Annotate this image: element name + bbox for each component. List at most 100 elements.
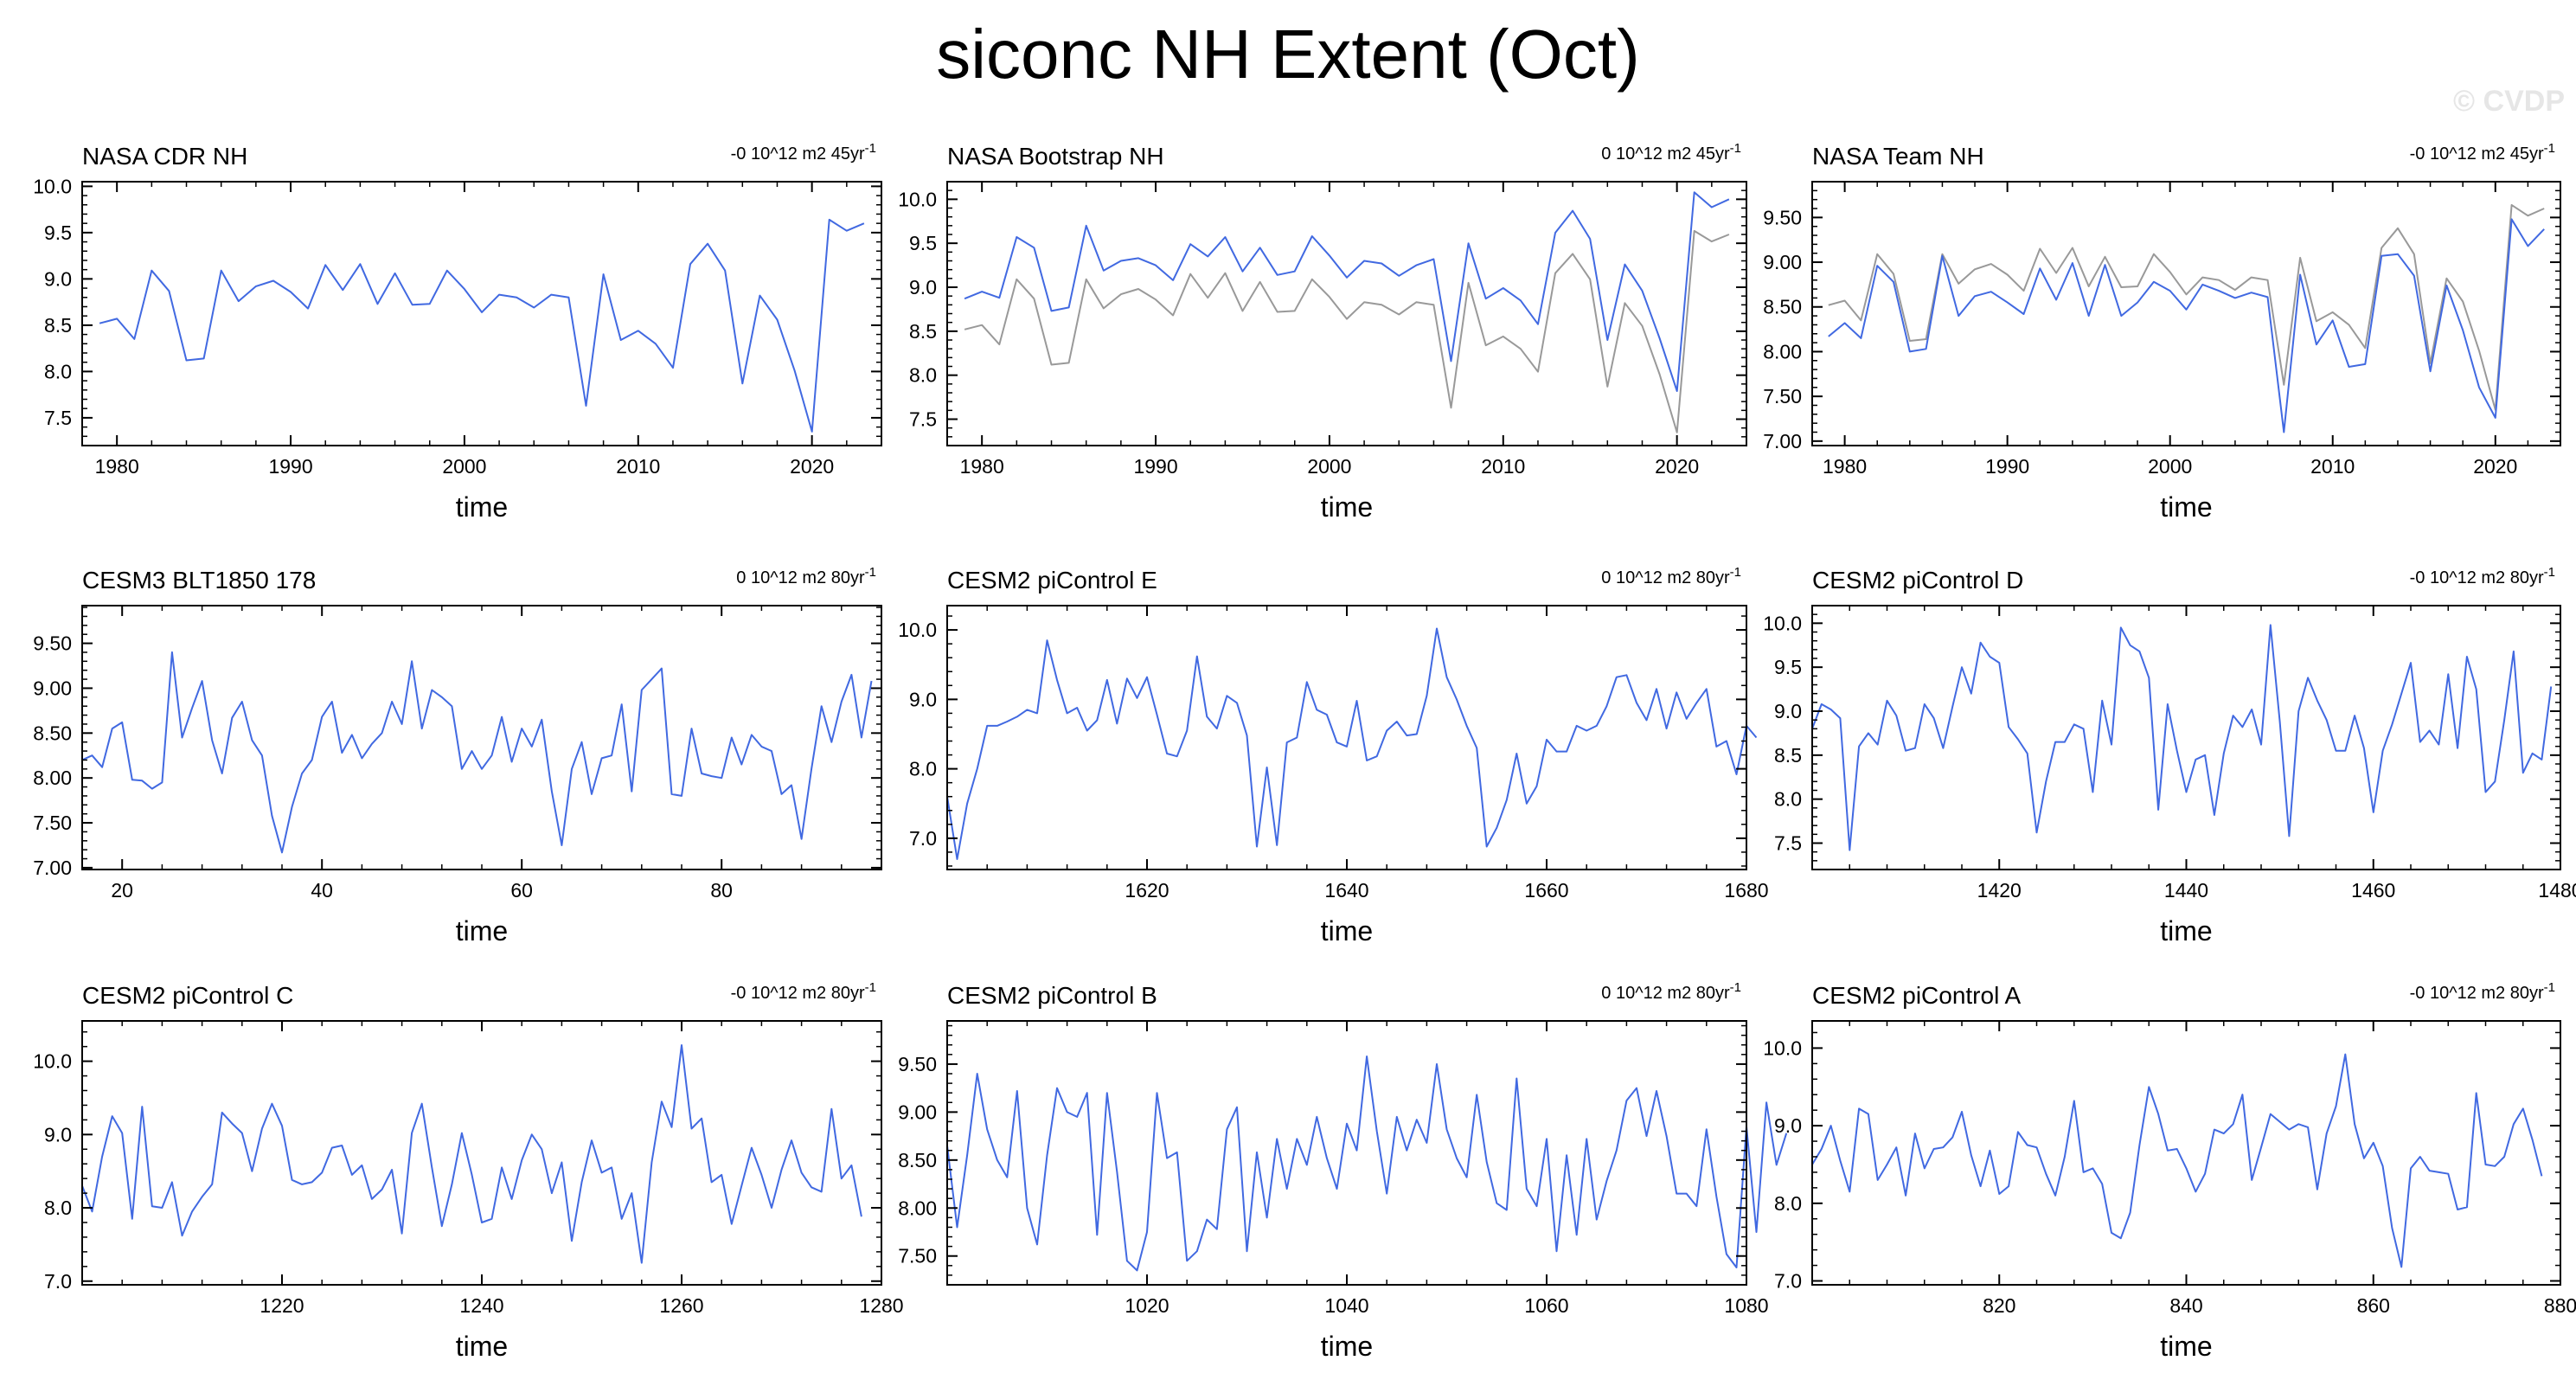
y-tick-label: 7.5 <box>909 408 937 431</box>
chart-panel-7: CESM2 piControl C -0 10^12 m2 80yr-1 1220 1… <box>33 980 903 1362</box>
panel-trend: 0 10^12 m2 80yr-1 <box>1601 980 1741 1003</box>
chart-panel-8: CESM2 piControl B 0 10^12 m2 80yr-1 1020 10… <box>898 980 1788 1362</box>
series-line-2 <box>964 229 1730 433</box>
y-tick-label: 9.50 <box>1763 206 1802 228</box>
y-tick-label: 8.0 <box>1774 1192 1802 1215</box>
trend-superscript: -1 <box>2544 980 2555 995</box>
x-tick-label: 880 <box>2544 1294 2576 1317</box>
chart-panel-2: NASA Bootstrap NH 0 10^12 m2 45yr-1 1980 19… <box>898 141 1747 523</box>
x-tick-label: 2000 <box>1307 455 1351 478</box>
y-tick-label: 10.0 <box>1763 1036 1802 1059</box>
plot-frame <box>81 181 882 446</box>
series-line-1 <box>946 627 1758 860</box>
x-tick-label: 1980 <box>960 455 1004 478</box>
x-tick-label: 2020 <box>1655 455 1699 478</box>
y-tick-label: 9.00 <box>1763 251 1802 273</box>
series-line-1 <box>964 191 1730 392</box>
x-tick-label: 1280 <box>859 1294 903 1317</box>
y-tick-label: 8.00 <box>898 1197 937 1219</box>
x-tick-label: 1260 <box>659 1294 703 1317</box>
plot-frame <box>1811 605 2561 870</box>
x-tick-label: 1990 <box>1133 455 1177 478</box>
y-tick-label: 9.5 <box>44 221 72 244</box>
panel-trend: -0 10^12 m2 80yr-1 <box>2410 565 2555 587</box>
chart-panel-5: CESM2 piControl E 0 10^12 m2 80yr-1 1620 16… <box>898 565 1768 947</box>
plot-frame <box>81 605 882 870</box>
x-tick-label: 2000 <box>442 455 486 478</box>
chart-panel-6: CESM2 piControl D -0 10^12 m2 80yr-1 1420 1… <box>1763 565 2576 947</box>
x-tick-label: 1620 <box>1125 879 1169 902</box>
y-tick-label: 9.0 <box>44 1123 72 1146</box>
x-axis-label: time <box>456 491 508 523</box>
x-tick-label: 1990 <box>1985 455 2029 478</box>
panel-title: NASA Team NH <box>1812 143 1984 170</box>
trend-superscript: -1 <box>865 980 876 995</box>
cvdp-watermark: © CVDP <box>2453 85 2565 118</box>
y-tick-label: 8.5 <box>44 314 72 337</box>
panel-title: NASA Bootstrap NH <box>947 143 1164 170</box>
series-line-2 <box>1828 203 2545 411</box>
y-tick-label: 9.0 <box>909 276 937 298</box>
x-axis-label: time <box>1321 915 1373 947</box>
series-line-1 <box>1828 218 2545 433</box>
y-tick-label: 10.0 <box>898 619 937 641</box>
x-tick-label: 1460 <box>2351 879 2395 902</box>
x-axis-label: time <box>456 915 508 947</box>
y-tick-label: 8.00 <box>33 767 72 789</box>
y-tick-label: 9.50 <box>33 632 72 655</box>
x-axis-label: time <box>2160 915 2212 947</box>
panel-title: NASA CDR NH <box>82 143 247 170</box>
y-tick-label: 8.5 <box>909 320 937 343</box>
x-tick-label: 840 <box>2169 1294 2202 1317</box>
plot-frame <box>1811 181 2561 446</box>
x-tick-label: 1990 <box>268 455 312 478</box>
panel-trend: -0 10^12 m2 45yr-1 <box>731 141 876 164</box>
y-tick-label: 10.0 <box>1763 612 1802 634</box>
y-tick-label: 7.00 <box>1763 430 1802 452</box>
trend-superscript: -1 <box>865 565 876 580</box>
x-tick-label: 820 <box>1983 1294 2015 1317</box>
x-tick-label: 1060 <box>1524 1294 1568 1317</box>
series-line-1 <box>1811 1053 2543 1268</box>
y-tick-label: 7.5 <box>44 407 72 429</box>
y-tick-label: 10.0 <box>33 175 72 197</box>
y-tick-label: 7.00 <box>33 857 72 879</box>
x-tick-label: 1020 <box>1125 1294 1169 1317</box>
x-tick-label: 2020 <box>2473 455 2517 478</box>
chart-panel-4: CESM3 BLT1850 178 0 10^12 m2 80yr-1 20 40 60… <box>33 565 882 947</box>
series-line-1 <box>946 1056 1788 1272</box>
x-tick-label: 1220 <box>260 1294 304 1317</box>
panel-title: CESM2 piControl D <box>1812 567 2023 594</box>
chart-panel-3: NASA Team NH -0 10^12 m2 45yr-1 1980 1990 20… <box>1763 141 2561 523</box>
y-tick-label: 7.50 <box>898 1245 937 1267</box>
x-tick-label: 80 <box>710 879 733 902</box>
panel-trend: 0 10^12 m2 45yr-1 <box>1601 141 1741 164</box>
y-tick-label: 9.50 <box>898 1053 937 1075</box>
x-tick-label: 1640 <box>1324 879 1368 902</box>
x-axis-label: time <box>2160 1331 2212 1362</box>
series-line-1 <box>1811 624 2553 851</box>
y-tick-label: 8.50 <box>898 1149 937 1171</box>
panel-title: CESM2 piControl E <box>947 567 1157 594</box>
y-tick-label: 7.5 <box>1774 832 1802 855</box>
panel-title: CESM2 piControl C <box>82 982 293 1009</box>
y-tick-label: 9.0 <box>44 267 72 290</box>
x-tick-label: 1420 <box>1977 879 2022 902</box>
y-tick-label: 7.0 <box>909 827 937 850</box>
y-tick-label: 7.0 <box>1774 1270 1802 1293</box>
y-tick-label: 7.50 <box>33 812 72 834</box>
y-tick-label: 10.0 <box>33 1050 72 1073</box>
x-tick-label: 40 <box>311 879 333 902</box>
y-tick-label: 9.5 <box>909 232 937 254</box>
x-tick-label: 1680 <box>1724 879 1768 902</box>
plot-frame <box>946 1020 1747 1286</box>
panel-trend: 0 10^12 m2 80yr-1 <box>1601 565 1741 587</box>
x-tick-label: 1240 <box>459 1294 503 1317</box>
x-tick-label: 20 <box>111 879 133 902</box>
x-tick-label: 1080 <box>1724 1294 1768 1317</box>
series-line-1 <box>81 651 873 854</box>
chart-panel-9: CESM2 piControl A -0 10^12 m2 80yr-1 820 84… <box>1763 980 2576 1362</box>
plot-frame <box>946 181 1747 446</box>
panel-title: CESM3 BLT1850 178 <box>82 567 316 594</box>
